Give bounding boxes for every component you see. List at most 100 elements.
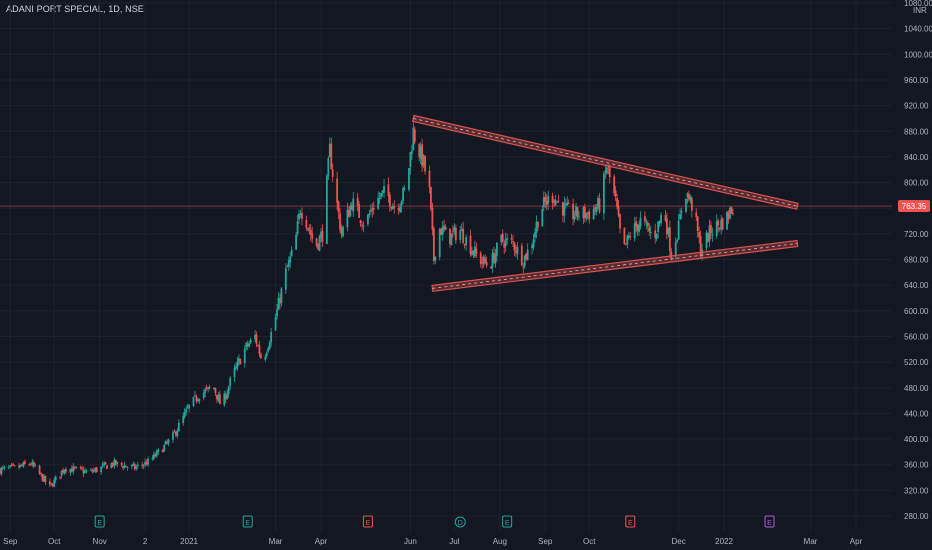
- candle-body: [602, 173, 605, 214]
- x-tick-label: Dec: [672, 537, 686, 546]
- event-marker[interactable]: E: [764, 515, 775, 528]
- candle-body: [409, 152, 412, 168]
- candle-body: [688, 194, 690, 200]
- event-marker[interactable]: E: [362, 515, 373, 528]
- y-tick-label: 560.00: [904, 332, 929, 341]
- candle-body: [660, 214, 662, 224]
- candle-body: [526, 249, 529, 260]
- event-marker[interactable]: E: [242, 515, 253, 528]
- candle-body: [708, 225, 711, 241]
- candle-body: [664, 215, 667, 221]
- candle-body: [646, 222, 649, 227]
- candle-body: [321, 230, 324, 242]
- candle-body: [24, 461, 26, 464]
- triangle-upper-line[interactable]: [411, 114, 799, 210]
- event-marker[interactable]: E: [94, 515, 105, 528]
- candle-body: [410, 150, 413, 155]
- candle-body: [698, 232, 701, 238]
- candle-body: [153, 453, 155, 459]
- candle-body: [545, 200, 548, 205]
- candle-body: [715, 221, 718, 236]
- event-marker[interactable]: D: [454, 516, 466, 528]
- y-tick-label: 400.00: [904, 435, 929, 444]
- candle-body: [399, 206, 402, 213]
- candle-body: [372, 208, 375, 210]
- candle-body: [408, 167, 410, 190]
- candle-body: [729, 207, 731, 219]
- event-marker[interactable]: E: [502, 515, 513, 528]
- event-marker[interactable]: E: [625, 515, 636, 528]
- candle-body: [325, 175, 328, 244]
- candle-body: [542, 197, 545, 208]
- triangle-lower-line[interactable]: [431, 239, 799, 293]
- event-label: E: [628, 520, 633, 527]
- candles: [0, 119, 734, 488]
- candle-body: [573, 216, 576, 219]
- candle-body: [576, 207, 579, 217]
- candle-body: [731, 212, 734, 215]
- candle-body: [116, 461, 119, 464]
- candle-body: [255, 334, 258, 344]
- candle-body: [583, 206, 586, 218]
- candle-body: [400, 201, 403, 206]
- y-tick-label: 680.00: [904, 256, 929, 265]
- candle-body: [658, 220, 661, 224]
- candle-body: [537, 221, 539, 228]
- candle-body: [31, 461, 34, 465]
- candle-body: [91, 470, 94, 472]
- candle-body: [89, 469, 92, 471]
- candle-body: [677, 220, 680, 240]
- candle-body: [7, 467, 10, 469]
- candle-body: [459, 230, 462, 240]
- candle-body: [69, 468, 72, 473]
- candle-body: [534, 232, 536, 238]
- candle-body: [9, 465, 12, 467]
- candle-body: [224, 394, 227, 400]
- candle-body: [444, 226, 447, 231]
- candle-body: [387, 184, 390, 196]
- candle-body: [320, 232, 322, 238]
- candle-body: [465, 237, 468, 245]
- y-tick-label: 880.00: [904, 127, 929, 136]
- candle-body: [358, 204, 361, 219]
- candle-body: [309, 230, 312, 235]
- triangle-pattern[interactable]: [411, 114, 799, 293]
- candle-body: [614, 190, 617, 197]
- candle-body: [213, 387, 215, 390]
- candle-body: [619, 214, 621, 229]
- x-tick-label: 2021: [180, 537, 198, 546]
- y-tick-label: 440.00: [904, 409, 929, 418]
- candle-body: [101, 464, 104, 466]
- candle-body: [100, 466, 103, 473]
- candle-body: [44, 475, 47, 482]
- candle-body: [299, 213, 302, 215]
- time-axis-panel[interactable]: [0, 532, 932, 550]
- candle-body: [308, 227, 311, 231]
- candle-body: [62, 469, 64, 473]
- candle-body: [328, 144, 331, 158]
- x-tick-label: Aug: [493, 537, 507, 546]
- candle-body: [276, 309, 278, 317]
- event-label: E: [767, 520, 772, 527]
- candle-body: [144, 461, 147, 465]
- candle-body: [277, 297, 280, 310]
- candle-body: [173, 431, 176, 433]
- candle-body: [126, 467, 129, 469]
- candle-body: [40, 472, 42, 474]
- candle-body: [605, 168, 608, 174]
- candle-body: [73, 466, 76, 468]
- candle-body: [434, 256, 437, 261]
- candle-body: [438, 228, 441, 257]
- y-tick-label: 1040.00: [904, 25, 932, 34]
- price-axis-panel[interactable]: [892, 0, 932, 532]
- candle-body: [597, 198, 599, 208]
- candle-body: [544, 196, 547, 202]
- candle-body: [475, 248, 478, 254]
- candle-body: [18, 465, 20, 468]
- candle-body: [495, 242, 498, 256]
- candle-body: [413, 129, 416, 142]
- candle-body: [120, 462, 123, 466]
- x-tick-label: Apr: [315, 537, 328, 546]
